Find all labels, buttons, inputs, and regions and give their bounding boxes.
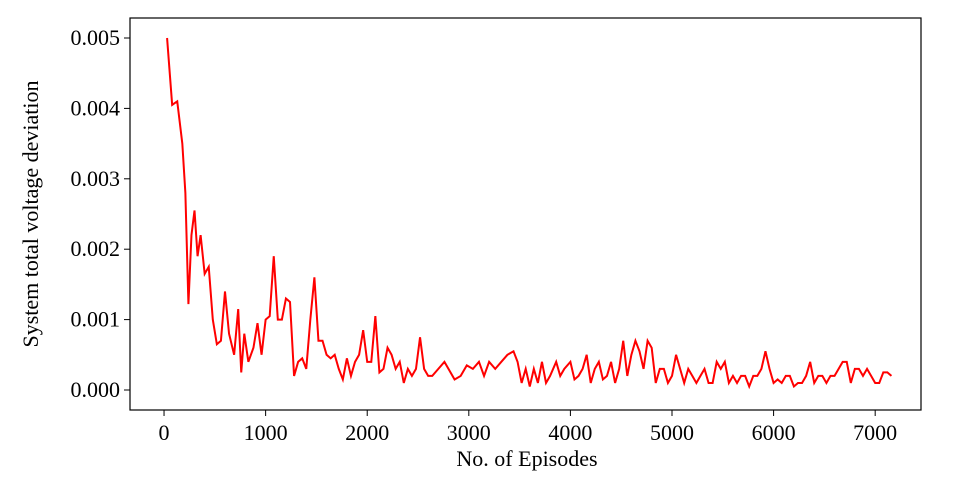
y-tick-label: 0.002 xyxy=(71,236,121,261)
y-tick-label: 0.000 xyxy=(71,377,121,402)
x-tick-label: 2000 xyxy=(345,420,389,445)
x-tick-label: 1000 xyxy=(244,420,288,445)
x-tick-label: 4000 xyxy=(548,420,592,445)
y-tick-label: 0.005 xyxy=(71,25,121,50)
y-tick-label: 0.003 xyxy=(71,166,121,191)
x-tick-label: 3000 xyxy=(447,420,491,445)
x-tick-label: 7000 xyxy=(853,420,897,445)
y-tick-label: 0.004 xyxy=(71,95,121,120)
y-axis-label: System total voltage deviation xyxy=(18,80,43,347)
plot-frame xyxy=(129,17,922,411)
x-tick-label: 0 xyxy=(159,420,170,445)
x-axis-label: No. of Episodes xyxy=(456,446,597,471)
data-line xyxy=(166,37,893,390)
x-tick-label: 5000 xyxy=(650,420,694,445)
x-tick-label: 6000 xyxy=(752,420,796,445)
y-tick-label: 0.001 xyxy=(71,307,121,332)
